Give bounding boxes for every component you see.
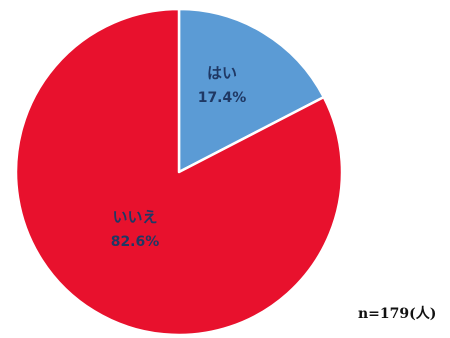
pie-slice-1 [14, 7, 344, 337]
slice-value-1: 82.6% [111, 234, 160, 250]
pie-slice-0 [177, 7, 326, 174]
slice-label-0: はい [207, 64, 237, 82]
sample-size-note: n=179(人) [358, 306, 437, 322]
slice-label-1: いいえ [112, 208, 157, 226]
slice-value-0: 17.4% [198, 90, 247, 106]
